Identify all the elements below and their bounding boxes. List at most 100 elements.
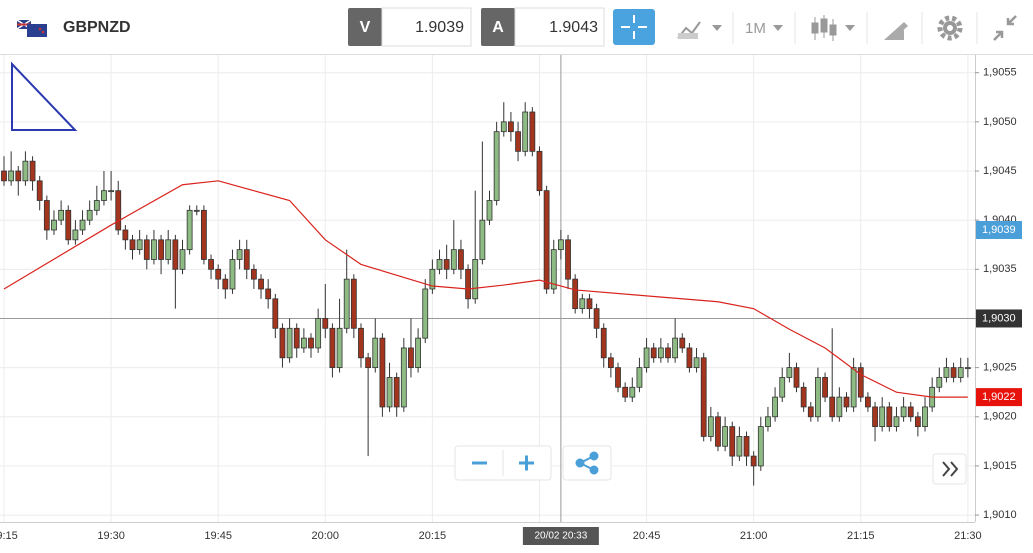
candle-body: [1, 170, 7, 182]
candle-body: [850, 367, 857, 408]
ask-box[interactable]: [514, 7, 605, 47]
share-button[interactable]: [575, 451, 599, 475]
y-tick-label: 1,9035: [983, 263, 1017, 275]
price-label: 1,9039: [982, 224, 1016, 236]
candle-body: [236, 249, 243, 260]
candle-body: [336, 327, 343, 369]
candle-body: [615, 367, 621, 388]
moving-average: [3, 180, 968, 398]
candle-type-button[interactable]: [811, 15, 855, 41]
candle-body: [101, 190, 107, 201]
candle-body: [472, 259, 479, 300]
candle-body: [15, 170, 22, 182]
candle-body: [707, 416, 714, 437]
candle-body: [408, 347, 414, 369]
zoom-in[interactable]: [519, 455, 534, 471]
zoom-controls: [454, 445, 967, 485]
candle-body: [665, 347, 671, 359]
candle-body: [629, 386, 636, 398]
settings-button[interactable]: [937, 15, 963, 41]
candle-body: [622, 386, 629, 398]
candle-body: [586, 298, 593, 310]
candle-body: [479, 219, 486, 260]
candle-body: [22, 160, 29, 182]
candle-body: [365, 357, 372, 369]
draw-button[interactable]: [884, 22, 908, 40]
candle-body: [229, 259, 236, 290]
candle-body: [486, 200, 493, 221]
triangle-drawing[interactable]: [11, 61, 78, 131]
candle-body: [258, 278, 264, 290]
candle-body: [500, 121, 507, 133]
chart-type-button[interactable]: [677, 21, 722, 39]
flag: [16, 19, 47, 37]
candle-body: [115, 190, 122, 231]
interval-caret[interactable]: [773, 25, 783, 31]
candle-body: [172, 239, 179, 270]
candle-body: [743, 436, 750, 457]
x-tick-label: 20:00: [312, 530, 340, 542]
candle-body: [201, 209, 207, 260]
candle-body: [722, 426, 729, 447]
x-tick-label: 20:15: [419, 530, 447, 542]
candle-body: [872, 406, 878, 428]
crosshair-price-box: [976, 309, 1022, 328]
candle-body: [715, 416, 721, 447]
bid-box[interactable]: [381, 7, 472, 47]
crosshair-time-box: [522, 527, 599, 545]
candle-body: [522, 111, 529, 152]
candle-body: [272, 298, 279, 329]
x-tick-label: 20:45: [633, 530, 661, 542]
bid-key[interactable]: V: [360, 19, 371, 36]
crosshair-price-label: 1,9030: [982, 312, 1016, 324]
candle-body: [415, 337, 422, 369]
candle-body: [914, 416, 921, 428]
crosshair-icon: [621, 15, 647, 39]
ask-price[interactable]: 1.9043: [549, 19, 598, 36]
x-tick-label: 19:30: [97, 530, 125, 542]
candle-body: [465, 268, 471, 300]
candle-body: [129, 239, 136, 251]
candle-body: [429, 268, 436, 290]
candle-body: [58, 209, 65, 221]
candle-body: [557, 239, 564, 251]
scroll-right-button[interactable]: [942, 461, 959, 477]
candle-body: [8, 170, 15, 182]
candle-body: [165, 239, 172, 260]
candle-body: [36, 180, 43, 201]
candle-body: [772, 396, 778, 418]
candle-body: [300, 337, 307, 349]
candle-body: [379, 337, 386, 408]
bid-key-box[interactable]: [348, 8, 382, 46]
candle-body: [186, 209, 193, 251]
candle-body: [650, 347, 657, 359]
candle-body: [893, 416, 900, 428]
candle-body: [815, 377, 821, 418]
candle-body: [136, 239, 143, 251]
candle-body: [79, 219, 86, 231]
candle-body: [657, 347, 664, 359]
candle-body: [900, 406, 907, 418]
candle-body: [672, 337, 679, 359]
x-tick-label: 21:00: [740, 530, 768, 542]
candle-body: [400, 347, 407, 408]
candle-body: [822, 377, 828, 398]
collapse-button[interactable]: [993, 15, 1017, 41]
candle-body: [215, 268, 222, 280]
candle-body: [143, 239, 150, 260]
interval[interactable]: 1M: [745, 20, 766, 37]
y-tick-label: 1,9020: [983, 411, 1017, 423]
candle-body: [886, 406, 893, 428]
candle-body: [579, 298, 586, 310]
candle-body: [422, 288, 429, 339]
candle-body: [358, 327, 364, 359]
candle-body: [450, 249, 457, 270]
bid-price[interactable]: 1.9039: [415, 19, 464, 36]
candle-body: [372, 337, 379, 369]
candle-body: [515, 131, 521, 152]
ask-key-box[interactable]: [481, 8, 515, 46]
candle-body: [65, 209, 72, 241]
ask-key[interactable]: A: [492, 19, 504, 36]
candle-body: [829, 396, 836, 418]
crosshair-button[interactable]: [613, 9, 655, 45]
